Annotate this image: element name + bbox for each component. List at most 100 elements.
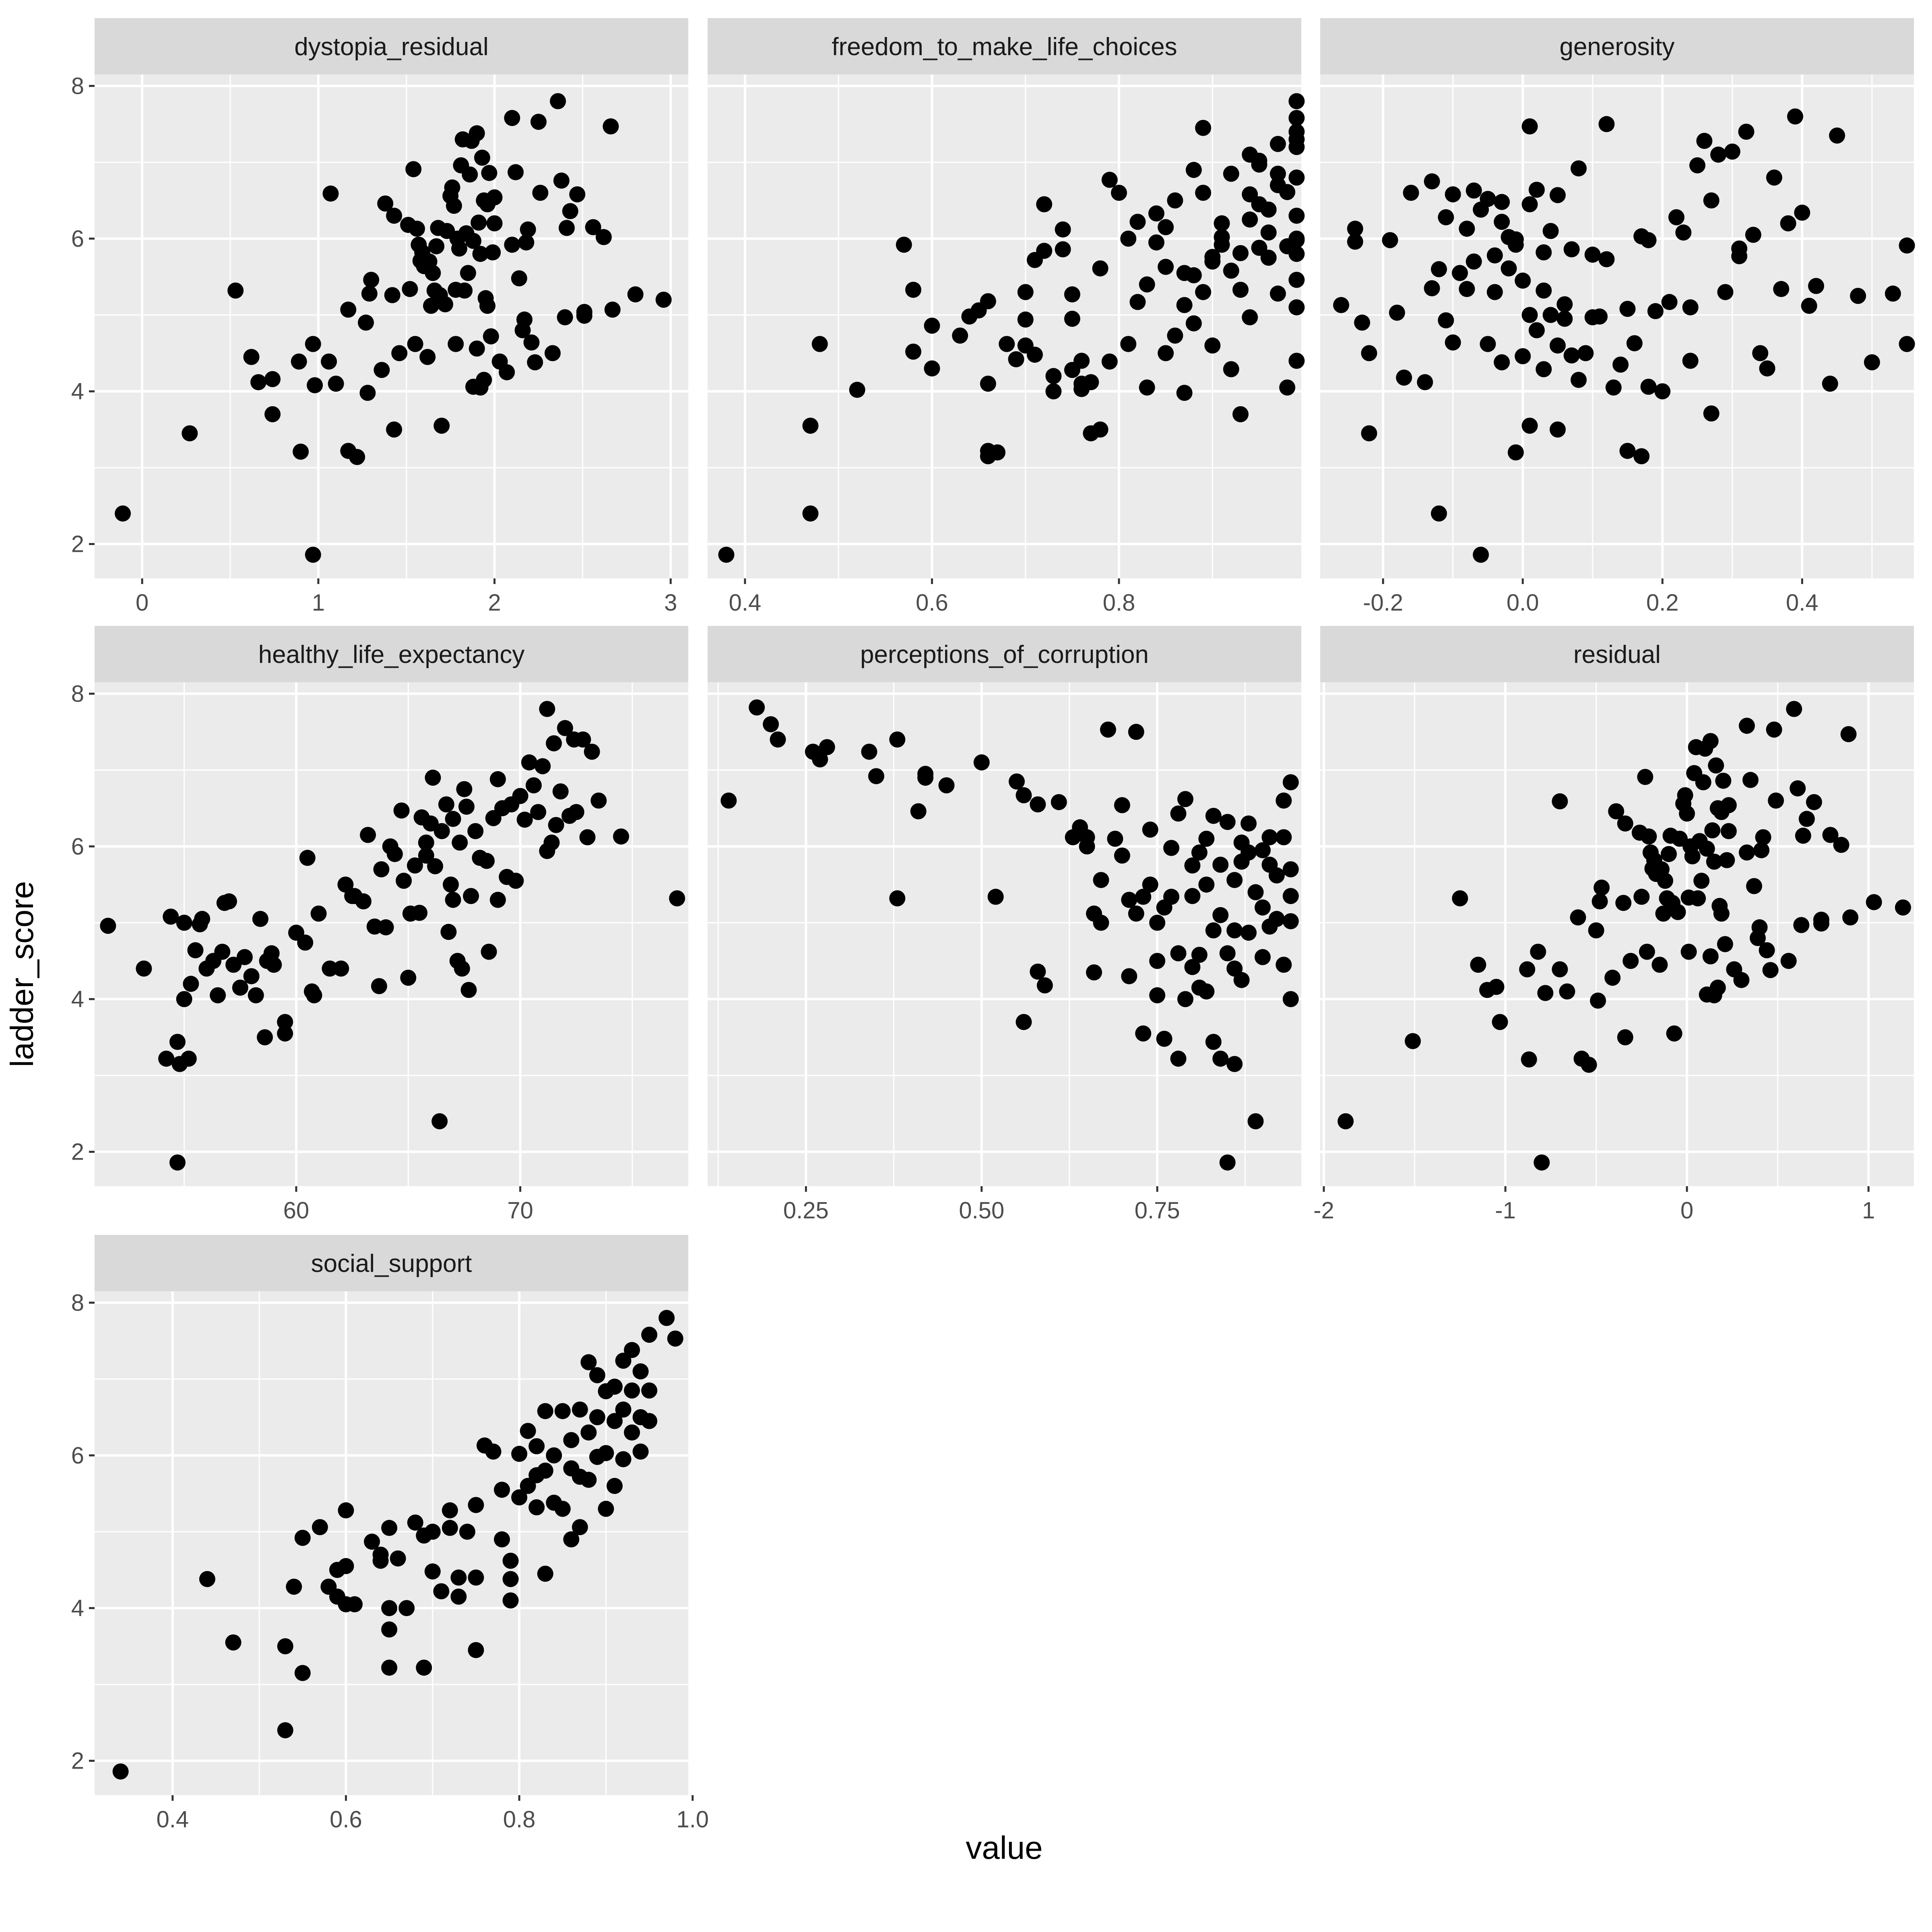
data-point xyxy=(1036,243,1053,259)
data-point xyxy=(987,889,1004,905)
data-point xyxy=(402,281,418,297)
panel-background xyxy=(1320,74,1914,578)
data-point xyxy=(589,1367,605,1383)
data-point xyxy=(463,888,479,904)
data-point xyxy=(598,1501,614,1517)
facet-strip-label: freedom_to_make_life_choices xyxy=(832,33,1177,61)
x-tick-label: 0.2 xyxy=(1646,590,1679,616)
x-tick-label: 1 xyxy=(1862,1197,1875,1224)
data-point xyxy=(360,827,376,843)
data-point xyxy=(489,771,506,787)
x-tick-label: 70 xyxy=(507,1197,533,1224)
facet-strip xyxy=(95,626,688,682)
data-point xyxy=(433,823,450,839)
data-point xyxy=(1657,873,1674,889)
data-point xyxy=(938,777,955,794)
data-point xyxy=(398,1600,415,1616)
data-point xyxy=(520,1478,536,1494)
data-point xyxy=(374,362,390,378)
data-point xyxy=(458,799,475,815)
data-point xyxy=(499,364,515,380)
data-point xyxy=(1590,993,1606,1009)
data-point xyxy=(1204,253,1221,270)
data-point xyxy=(1016,1014,1032,1030)
data-point xyxy=(1745,227,1761,243)
data-point xyxy=(252,911,268,927)
data-point xyxy=(307,377,323,394)
data-point xyxy=(371,978,387,994)
data-point xyxy=(1556,296,1573,312)
data-point xyxy=(1755,829,1771,846)
data-point xyxy=(444,179,460,196)
data-point xyxy=(1786,701,1802,717)
data-point xyxy=(1542,223,1559,239)
data-point xyxy=(1170,1051,1187,1067)
data-point xyxy=(1445,186,1461,202)
data-point xyxy=(1536,282,1552,299)
data-point xyxy=(548,817,564,833)
data-point xyxy=(1170,945,1187,962)
panel-background xyxy=(1320,682,1914,1186)
data-point xyxy=(1536,244,1552,260)
data-point xyxy=(528,1499,545,1515)
data-point xyxy=(615,1451,632,1468)
data-point xyxy=(225,1634,242,1651)
data-point xyxy=(905,281,922,298)
data-point xyxy=(1260,250,1277,266)
data-point xyxy=(373,861,390,877)
data-point xyxy=(1128,905,1144,922)
data-point xyxy=(1581,1057,1597,1073)
data-point xyxy=(1030,963,1046,980)
x-tick-label: 3 xyxy=(664,590,677,616)
data-point xyxy=(454,960,470,977)
data-point xyxy=(585,219,601,235)
data-point xyxy=(468,1569,484,1586)
y-tick-label: 6 xyxy=(71,226,84,252)
data-point xyxy=(1086,964,1102,980)
data-point xyxy=(1226,922,1243,939)
data-point xyxy=(989,444,1006,460)
panel-background xyxy=(708,74,1301,578)
data-point xyxy=(1591,893,1608,910)
data-point xyxy=(396,873,412,889)
data-point xyxy=(1333,297,1350,313)
data-point xyxy=(1223,361,1239,378)
data-point xyxy=(1668,209,1684,225)
data-point xyxy=(1214,215,1230,231)
y-tick-label: 4 xyxy=(71,986,84,1012)
data-point xyxy=(1149,953,1166,969)
data-point xyxy=(1507,444,1524,460)
data-point xyxy=(1521,307,1538,323)
data-point xyxy=(1895,899,1911,916)
data-point xyxy=(182,425,198,442)
data-point xyxy=(603,118,619,134)
data-point xyxy=(580,1424,597,1441)
data-point xyxy=(504,237,520,253)
data-point xyxy=(1695,774,1711,791)
data-point xyxy=(1184,959,1201,975)
facet-perceptions_of_corruption: perceptions_of_corruption 0.25 0.50 0.75 xyxy=(708,626,1301,1224)
data-point xyxy=(1689,157,1706,173)
data-point xyxy=(407,1514,423,1531)
data-point xyxy=(1195,185,1212,201)
data-point xyxy=(980,376,996,392)
data-point xyxy=(1241,815,1257,832)
data-point xyxy=(868,768,884,784)
data-point xyxy=(1501,260,1517,277)
data-point xyxy=(1593,879,1610,896)
data-point xyxy=(1232,406,1249,423)
data-point xyxy=(1598,251,1615,268)
data-point xyxy=(1801,297,1817,314)
data-point xyxy=(1205,1034,1222,1050)
data-point xyxy=(530,804,547,820)
data-point xyxy=(1617,815,1633,832)
data-point xyxy=(861,743,877,760)
data-point xyxy=(1073,353,1090,369)
x-tick-label: 0.8 xyxy=(1103,590,1135,616)
data-point xyxy=(1045,368,1062,384)
data-point xyxy=(1288,299,1305,316)
data-point xyxy=(1338,1113,1354,1129)
data-point xyxy=(462,166,478,183)
data-point xyxy=(476,372,492,388)
data-point xyxy=(502,1552,519,1569)
